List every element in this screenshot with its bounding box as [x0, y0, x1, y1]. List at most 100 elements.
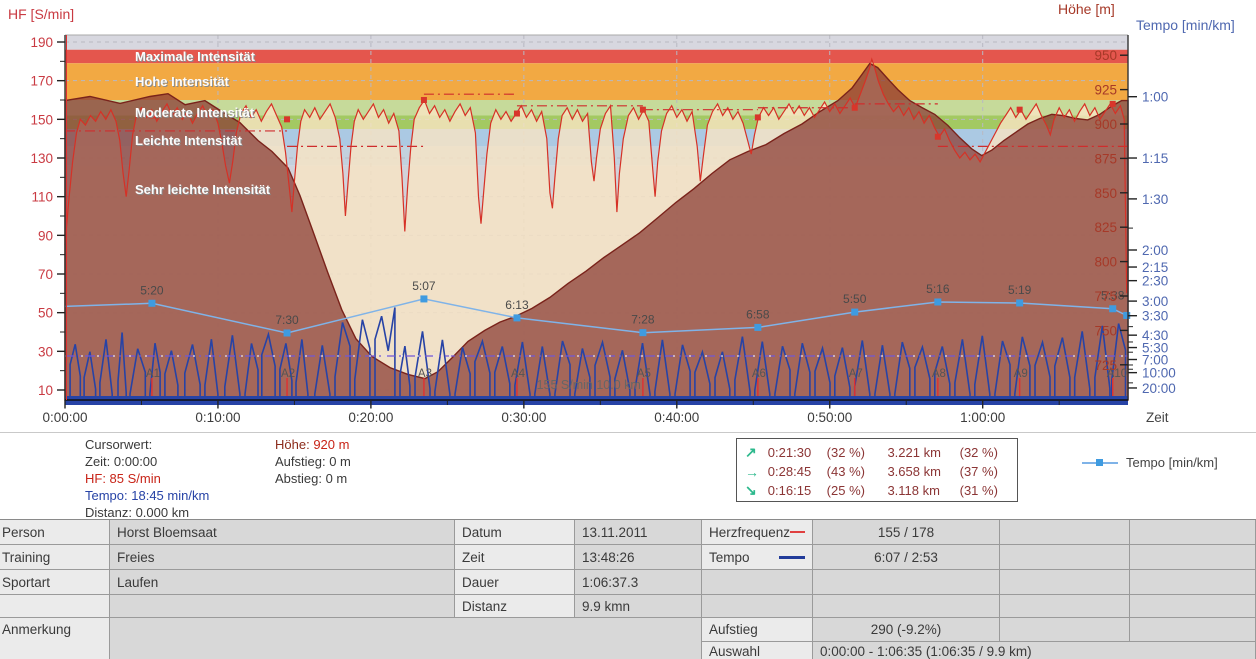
selection-label: Auswahl [702, 642, 813, 659]
svg-text:110: 110 [31, 190, 53, 205]
svg-text:0:10:00: 0:10:00 [195, 410, 240, 425]
svg-text:3:00: 3:00 [1142, 294, 1168, 309]
svg-text:A9: A9 [1014, 368, 1028, 380]
svg-text:70: 70 [38, 267, 53, 282]
person-value: Horst Bloemsaat [110, 520, 455, 545]
svg-text:90: 90 [38, 228, 53, 243]
svg-text:Hohe Intensität: Hohe Intensität [136, 75, 231, 90]
heartrate-value: 155 / 178 [813, 520, 1000, 545]
date-value: 13.11.2011 [575, 520, 702, 545]
empty-cell [1000, 595, 1130, 618]
svg-text:30: 30 [38, 344, 53, 359]
svg-text:1:00: 1:00 [1142, 90, 1168, 105]
cursor-tempo: Tempo: 18:45 min/km [85, 488, 210, 503]
ascent-value: Aufstieg: 0 m [275, 454, 351, 469]
altitude-values: Höhe: 920 m Aufstieg: 0 m Abstieg: 0 m [275, 436, 351, 487]
cursor-distance: Distanz: 0.000 km [85, 505, 190, 520]
svg-text:A2: A2 [281, 368, 295, 380]
tempo-legend: Tempo [min/km] [1082, 455, 1218, 470]
note-value[interactable] [110, 618, 702, 659]
svg-text:0:40:00: 0:40:00 [654, 410, 699, 425]
svg-text:1:00:00: 1:00:00 [960, 410, 1005, 425]
training-chart[interactable]: A1 A2 A3 A4 A5 A6 A7 A8 A9 A10 5:20 7:30 5:07 6:13 7:2… [0, 0, 1256, 432]
svg-text:Zeit: Zeit [1146, 410, 1169, 425]
svg-text:50: 50 [38, 306, 53, 321]
svg-text:0:30:00: 0:30:00 [501, 410, 546, 425]
svg-text:5:30: 5:30 [1142, 341, 1168, 356]
downhill-arrow-icon: ↘ [745, 482, 757, 498]
selection-value: 0:00:00 - 1:06:35 (1:06:35 / 9.9 km) [813, 642, 1256, 659]
heartrate-label: Herzfrequenz [702, 520, 813, 545]
summary-table: Person Horst Bloemsaat Datum 13.11.2011 … [0, 519, 1256, 659]
note-label: Anmerkung [0, 618, 110, 659]
time-label: Zeit [455, 545, 575, 570]
svg-text:190: 190 [30, 35, 53, 50]
svg-text:800: 800 [1094, 255, 1117, 270]
tempo-legend-label: Tempo [min/km] [1126, 455, 1218, 470]
empty-cell [110, 595, 455, 618]
svg-text:A1: A1 [146, 368, 160, 380]
svg-text:5:50: 5:50 [843, 292, 867, 306]
empty-cell [1000, 545, 1130, 570]
empty-label-cell [0, 595, 110, 618]
tempo-axis-title: Tempo [min/km] [1136, 17, 1235, 33]
ascent-label: Aufstieg [702, 618, 813, 642]
svg-text:Sehr leichte Intensität: Sehr leichte Intensität [135, 182, 271, 197]
selection-summary-box: ↗ 0:21:30 (32 %) 3.221 km (32 %) → 0:28:… [736, 438, 1018, 502]
svg-text:725: 725 [1094, 358, 1117, 373]
distance-label: Distanz [455, 595, 575, 618]
svg-text:2:00: 2:00 [1142, 243, 1168, 258]
svg-text:A3: A3 [418, 368, 432, 380]
empty-cell [1130, 545, 1256, 570]
person-label: Person [0, 520, 110, 545]
svg-text:0:00:00: 0:00:00 [42, 410, 87, 425]
empty-cell [1000, 618, 1130, 642]
time-value: 13:48:26 [575, 545, 702, 570]
hf-axis-title: HF [S/min] [8, 6, 75, 22]
svg-text:155 S/min 10.0 km: 155 S/min 10.0 km [537, 378, 641, 392]
training-label: Training [0, 545, 110, 570]
svg-text:750: 750 [1094, 323, 1117, 338]
svg-text:1:30: 1:30 [1142, 192, 1168, 207]
svg-text:2:15: 2:15 [1142, 260, 1168, 275]
svg-text:Moderate Intensität: Moderate Intensität [136, 106, 256, 121]
tempo-label: Tempo [702, 545, 813, 570]
svg-text:5:07: 5:07 [412, 279, 436, 293]
altitude-axis-title: Höhe [m] [1058, 1, 1115, 17]
svg-text:A7: A7 [849, 368, 863, 380]
svg-text:0:50:00: 0:50:00 [807, 410, 852, 425]
svg-text:825: 825 [1094, 220, 1117, 235]
downhill-summary-row: ↘ 0:16:15 (25 %) 3.118 km (31 %) [745, 482, 998, 498]
empty-cell [1130, 570, 1256, 595]
svg-text:6:13: 6:13 [505, 298, 529, 312]
empty-cell [702, 595, 813, 618]
svg-text:5:20: 5:20 [140, 283, 164, 297]
info-region: Cursorwert: Zeit: 0:00:00 HF: 85 S/min T… [0, 432, 1256, 520]
empty-cell [1130, 520, 1256, 545]
svg-text:10: 10 [38, 383, 53, 398]
svg-text:900: 900 [1094, 117, 1117, 132]
svg-text:950: 950 [1094, 48, 1117, 63]
svg-text:10:00: 10:00 [1142, 366, 1176, 381]
flat-summary-row: → 0:28:45 (43 %) 3.658 km (37 %) [745, 463, 998, 480]
empty-cell [1000, 520, 1130, 545]
empty-cell [1000, 570, 1130, 595]
svg-text:A5: A5 [637, 368, 651, 380]
svg-text:A8: A8 [932, 368, 946, 380]
svg-text:2:30: 2:30 [1142, 274, 1168, 289]
svg-text:5:38: 5:38 [1101, 289, 1125, 303]
svg-text:7:28: 7:28 [631, 313, 655, 327]
flat-arrow-icon: → [745, 463, 759, 480]
svg-text:7:00: 7:00 [1142, 353, 1168, 368]
svg-text:150: 150 [30, 112, 53, 127]
svg-text:5:16: 5:16 [926, 282, 950, 296]
training-value: Freies [110, 545, 455, 570]
sport-value: Laufen [110, 570, 455, 595]
duration-value: 1:06:37.3 [575, 570, 702, 595]
svg-text:775: 775 [1094, 289, 1117, 304]
duration-label: Dauer [455, 570, 575, 595]
tempo-legend-line-icon [1082, 458, 1118, 466]
svg-text:1:15: 1:15 [1142, 151, 1168, 166]
svg-text:130: 130 [30, 151, 53, 166]
